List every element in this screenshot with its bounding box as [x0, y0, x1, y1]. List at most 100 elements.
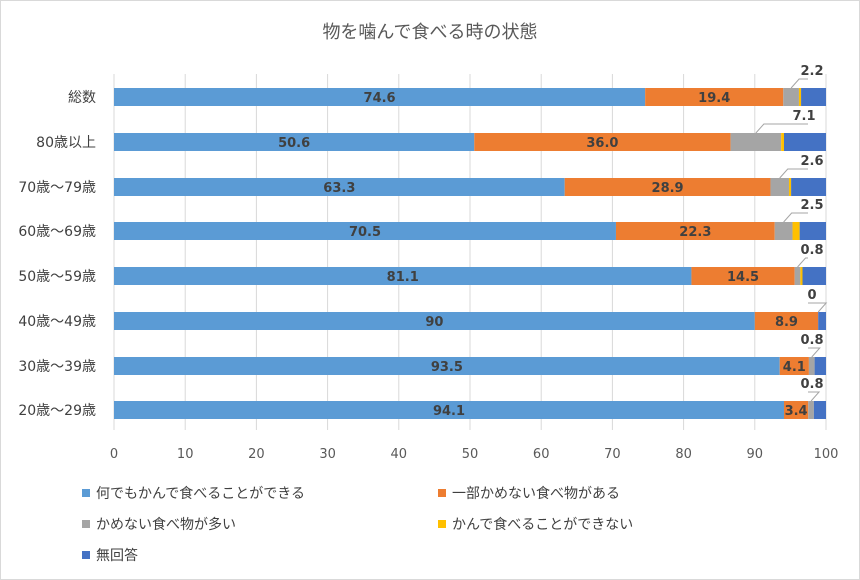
bar-segment — [799, 222, 826, 240]
category-label: 20歳～29歳 — [18, 403, 96, 419]
data-label: 2.2 — [800, 64, 823, 79]
bar-segment — [114, 401, 784, 419]
bar-segment — [114, 178, 565, 196]
data-label: 50.6 — [278, 136, 310, 151]
bar-segment — [779, 357, 809, 375]
bar-segment — [114, 312, 755, 330]
x-tick-label: 0 — [110, 447, 118, 462]
data-label: 0 — [807, 288, 816, 303]
leader-line — [783, 212, 808, 223]
legend-label: 何でもかんで食べることができる — [96, 486, 306, 502]
bar-segment — [788, 178, 792, 196]
legend-label: 一部かめない食べ物がある — [452, 486, 620, 502]
x-tick-label: 80 — [675, 447, 692, 462]
legend-item-series-2: かめない食べ物が多い — [82, 514, 236, 534]
data-label: 81.1 — [387, 270, 419, 285]
legend-swatch — [438, 489, 446, 497]
legend-label: かんで食べることができない — [452, 517, 634, 533]
bar-segment — [474, 133, 731, 151]
bar-segment — [808, 401, 814, 419]
bar-segment — [783, 133, 826, 151]
bar-segment — [798, 88, 802, 106]
bar-segment — [783, 88, 799, 106]
bar-segment — [730, 133, 782, 151]
legend-item-series-3: かんで食べることができない — [438, 514, 633, 534]
leader-line — [779, 168, 808, 179]
x-tick-label: 70 — [604, 447, 621, 462]
data-label: 3.4 — [785, 404, 808, 419]
data-label: 0.8 — [800, 377, 823, 392]
leader-line — [808, 302, 828, 313]
category-label: 40歳～49歳 — [18, 314, 96, 330]
bar-segment — [615, 222, 775, 240]
leader-line — [808, 391, 821, 402]
bar-segment — [801, 88, 826, 106]
bar-segment — [774, 222, 793, 240]
category-label: 50歳～59歳 — [18, 269, 96, 285]
data-label: 36.0 — [586, 136, 618, 151]
bar-segment — [114, 133, 475, 151]
x-tick-label: 20 — [248, 447, 265, 462]
data-label: 22.3 — [679, 225, 711, 240]
bar-segment — [818, 312, 826, 330]
bar-segment — [814, 357, 826, 375]
data-label: 4.1 — [783, 360, 806, 375]
category-label: 80歳以上 — [36, 135, 96, 151]
bar-segment — [783, 401, 809, 419]
legend-swatch — [82, 520, 90, 528]
x-tick-label: 10 — [177, 447, 194, 462]
bar-segment — [114, 222, 616, 240]
bar-segment — [792, 222, 800, 240]
data-label: 14.5 — [727, 270, 759, 285]
data-label: 70.5 — [349, 225, 381, 240]
legend-label: 無回答 — [96, 548, 138, 564]
legend-label: かめない食べ物が多い — [96, 517, 236, 533]
data-label: 63.3 — [323, 181, 355, 196]
bar-segment — [114, 88, 646, 106]
bar-segment — [645, 88, 784, 106]
bar-segment — [564, 178, 771, 196]
category-label: 60歳～69歳 — [18, 224, 96, 240]
leader-line — [790, 78, 808, 89]
bar-segment — [802, 267, 826, 285]
legend-item-series-0: 何でもかんで食べることができる — [82, 483, 305, 503]
category-label: 70歳～79歳 — [18, 180, 96, 196]
x-tick-label: 30 — [319, 447, 336, 462]
data-label: 2.6 — [800, 154, 823, 169]
leader-line — [797, 257, 808, 268]
bar-segment — [781, 133, 784, 151]
data-label: 28.9 — [652, 181, 684, 196]
x-tick-label: 40 — [391, 447, 408, 462]
x-tick-label: 100 — [814, 447, 839, 462]
data-label: 0.8 — [800, 333, 823, 348]
bar-segment — [800, 267, 803, 285]
legend-item-series-4: 無回答 — [82, 545, 138, 565]
legend-item-series-1: 一部かめない食べ物がある — [438, 483, 620, 503]
leader-line — [755, 123, 808, 134]
x-tick-label: 90 — [747, 447, 764, 462]
bar-segment — [691, 267, 795, 285]
data-label: 90 — [425, 315, 443, 330]
data-label: 0.8 — [800, 243, 823, 258]
data-label: 94.1 — [433, 404, 465, 419]
data-label: 93.5 — [431, 360, 463, 375]
data-label: 74.6 — [364, 91, 396, 106]
x-tick-label: 60 — [533, 447, 550, 462]
bar-segment — [813, 401, 826, 419]
bar-segment — [754, 312, 819, 330]
bar-segment — [794, 267, 801, 285]
bar-segment — [114, 357, 780, 375]
legend-swatch — [438, 520, 446, 528]
bar-segment — [791, 178, 826, 196]
data-label: 19.4 — [698, 91, 730, 106]
data-label: 2.5 — [800, 198, 823, 213]
legend-swatch — [82, 489, 90, 497]
x-tick-label: 50 — [462, 447, 479, 462]
data-label: 8.9 — [775, 315, 798, 330]
category-label: 30歳～39歳 — [18, 359, 96, 375]
data-label: 7.1 — [792, 109, 815, 124]
bar-segment — [114, 267, 692, 285]
bar-segment — [770, 178, 789, 196]
legend-swatch — [82, 551, 90, 559]
